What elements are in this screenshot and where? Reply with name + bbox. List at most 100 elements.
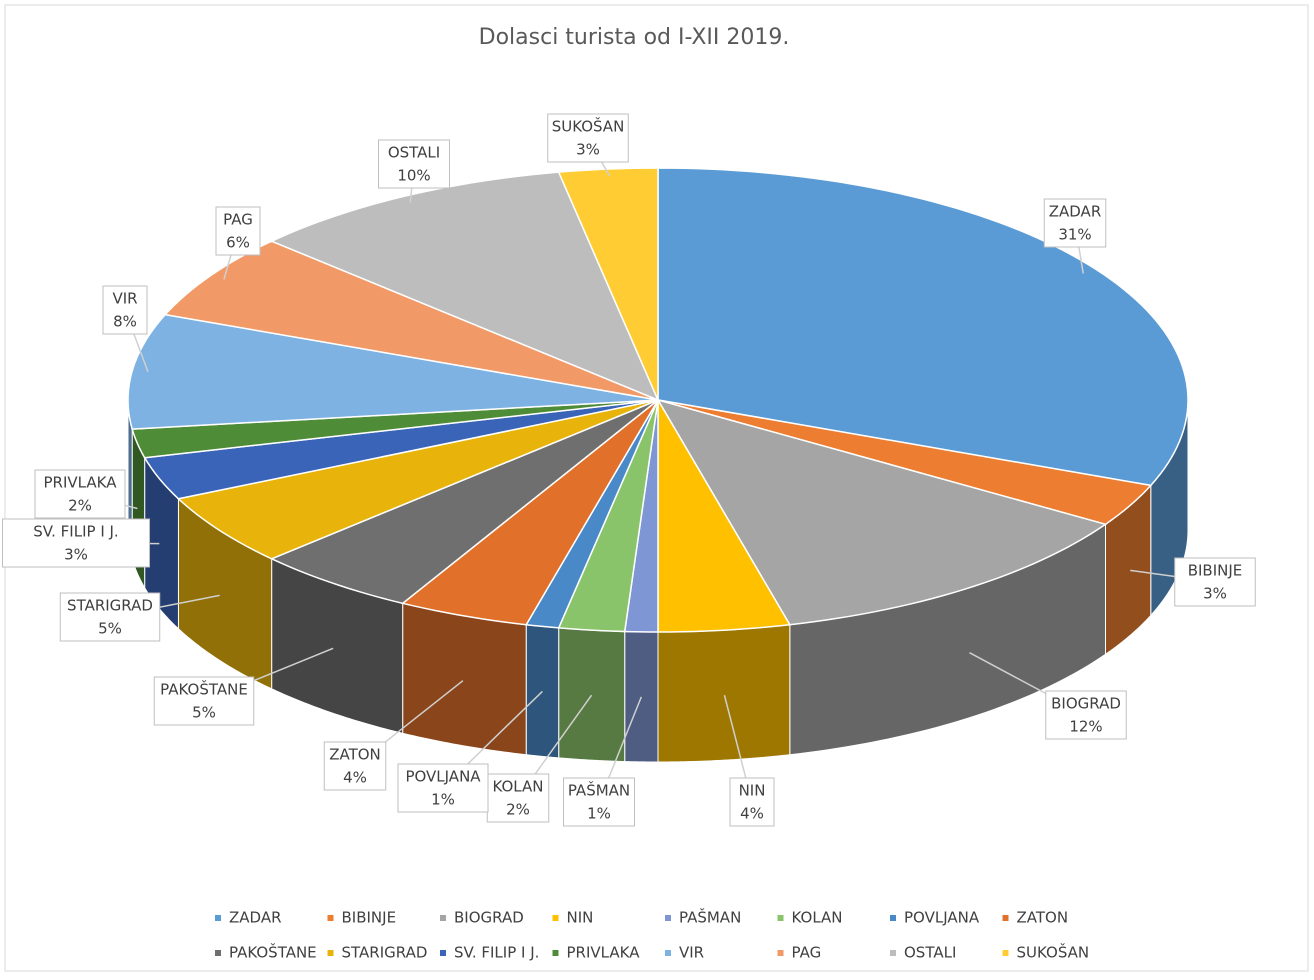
legend-label: VIR <box>679 944 704 962</box>
legend-swatch <box>665 915 671 921</box>
legend-label: STARIGRAD <box>342 944 428 962</box>
legend-label: PAKOŠTANE <box>229 943 317 962</box>
legend-swatch <box>890 950 896 956</box>
pie-side <box>525 624 560 759</box>
label-value: 8% <box>113 313 137 331</box>
legend-swatch <box>327 915 334 921</box>
pie-sides <box>127 399 1189 763</box>
legend-label: KOLAN <box>792 909 843 927</box>
legend-swatch <box>665 950 671 956</box>
label-value: 31% <box>1058 226 1091 244</box>
legend-label: BIOGRAD <box>454 909 524 927</box>
label-box <box>397 763 489 813</box>
pie-slice <box>269 171 660 402</box>
pie-slice <box>176 399 659 560</box>
legend-label: BIBINJE <box>342 909 397 927</box>
pie-side <box>657 624 791 763</box>
pie-slice <box>400 399 659 626</box>
legend-swatch <box>215 915 221 921</box>
legend-label: POVLJANA <box>904 909 980 927</box>
label-box <box>1045 690 1127 740</box>
label-box <box>1174 557 1256 607</box>
label-value: 6% <box>226 234 250 252</box>
legend-label: ZATON <box>1017 909 1069 927</box>
label-box <box>486 773 550 823</box>
legend-label: PAG <box>792 944 822 962</box>
legend-swatch <box>1002 915 1009 921</box>
label-name: SUKOŠAN <box>552 117 625 136</box>
label-value: 3% <box>1203 585 1227 603</box>
label-name: OSTALI <box>388 144 440 162</box>
label-box <box>563 777 635 827</box>
label-name: PRIVLAKA <box>44 474 118 492</box>
legend-swatch <box>777 915 784 921</box>
label-name: ZADAR <box>1049 203 1102 221</box>
label-name: STARIGRAD <box>67 597 153 615</box>
label-name: BIOGRAD <box>1051 695 1121 713</box>
legend-swatch <box>552 915 559 921</box>
legend-swatch <box>890 915 896 921</box>
pie-slice <box>557 167 659 401</box>
pie-slice <box>657 399 1153 526</box>
legend-label: SUKOŠAN <box>1017 943 1090 962</box>
legend-swatch <box>215 950 221 956</box>
legend-swatch <box>440 915 446 921</box>
legend-swatch <box>1002 950 1009 956</box>
label-box <box>1043 198 1107 248</box>
label-value: 4% <box>740 805 764 823</box>
label-name: NIN <box>739 782 766 800</box>
label-box <box>729 777 775 827</box>
label-name: ZATON <box>329 746 381 764</box>
label-name: KOLAN <box>492 778 543 796</box>
label-value: 5% <box>98 620 122 638</box>
label-value: 10% <box>397 167 430 185</box>
label-value: 1% <box>431 791 455 809</box>
legend-label: PAŠMAN <box>679 908 741 927</box>
label-box <box>153 676 255 726</box>
pie-side <box>402 602 527 756</box>
label-box <box>102 285 148 335</box>
legend-label: SV. FILIP I J. <box>454 944 539 962</box>
pie-slice <box>127 313 659 430</box>
data-labels: ZADAR 31% BIBINJE 3% BIOGRAD 12% NIN 4% PAŠMAN 1%… <box>2 113 1256 827</box>
pie-side <box>558 627 626 763</box>
legend-label: NIN <box>567 909 594 927</box>
label-value: 5% <box>192 704 216 722</box>
label-box <box>59 592 161 642</box>
label-box <box>34 469 126 519</box>
label-name: PAŠMAN <box>568 781 630 800</box>
label-value: 3% <box>64 546 88 564</box>
legend-swatch <box>327 950 334 956</box>
label-name: PAKOŠTANE <box>160 680 248 699</box>
label-value: 1% <box>587 805 611 823</box>
pie-slice <box>657 397 792 633</box>
label-value: 12% <box>1069 718 1102 736</box>
pie-tops <box>127 167 1189 633</box>
legend-label: ZADAR <box>229 909 282 927</box>
legend-swatch <box>552 950 559 956</box>
pie-slice <box>131 399 659 459</box>
label-box <box>547 113 629 163</box>
legend-swatch <box>440 950 446 956</box>
pie-slice <box>269 399 659 605</box>
label-name: POVLJANA <box>405 768 481 786</box>
label-value: 2% <box>68 497 92 515</box>
pie-side <box>624 631 659 763</box>
label-name: SV. FILIP I J. <box>33 523 118 541</box>
legend-swatch <box>777 950 784 956</box>
label-name: VIR <box>112 290 137 308</box>
label-box <box>2 518 150 568</box>
pie-slice <box>656 398 1108 626</box>
label-name: BIBINJE <box>1188 562 1243 580</box>
label-box <box>215 206 261 256</box>
legend: ZADAR BIBINJE BIOGRAD NIN PAŠMAN KOLAN POVLJAN… <box>215 908 1089 962</box>
label-box <box>323 741 387 791</box>
chart-title: Dolasci turista od I-XII 2019. <box>479 25 790 50</box>
label-box <box>378 139 450 189</box>
label-value: 3% <box>576 141 600 159</box>
label-value: 4% <box>343 769 367 787</box>
pie-slice <box>143 399 659 500</box>
legend-label: PRIVLAKA <box>567 944 641 962</box>
label-name: PAG <box>223 211 253 229</box>
